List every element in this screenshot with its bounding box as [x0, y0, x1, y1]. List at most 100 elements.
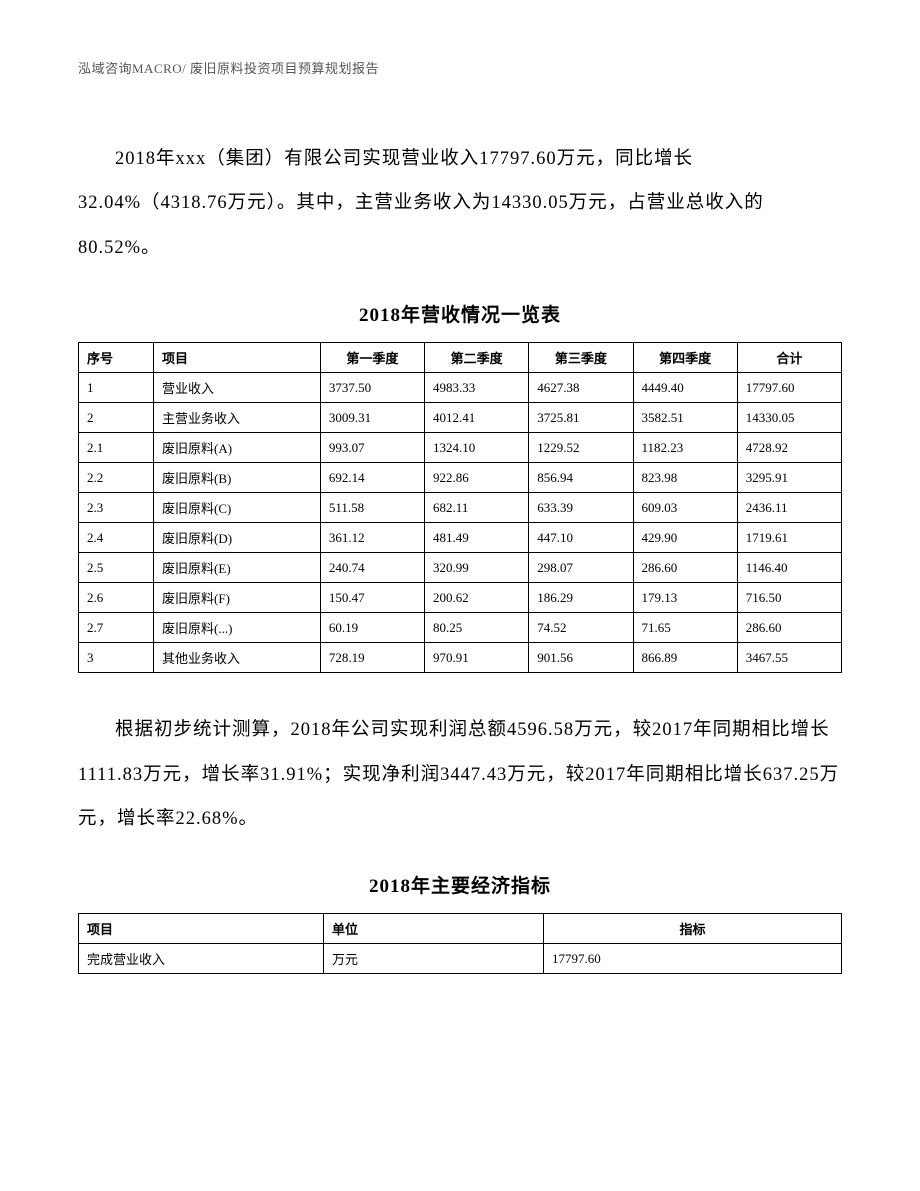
page-header: 泓域咨询MACRO/ 废旧原料投资项目预算规划报告	[78, 58, 842, 77]
table-cell: 150.47	[320, 583, 424, 613]
col-q4: 第四季度	[633, 343, 737, 373]
table-cell: 716.50	[737, 583, 841, 613]
table-cell: 728.19	[320, 643, 424, 673]
table-cell: 3467.55	[737, 643, 841, 673]
table-cell: 970.91	[425, 643, 529, 673]
table-cell: 823.98	[633, 463, 737, 493]
col-item: 项目	[154, 343, 321, 373]
table-cell: 万元	[324, 944, 544, 974]
table-cell: 1182.23	[633, 433, 737, 463]
table-cell: 4627.38	[529, 373, 633, 403]
table-row: 2.2废旧原料(B)692.14922.86856.94823.983295.9…	[79, 463, 842, 493]
table-cell: 废旧原料(C)	[154, 493, 321, 523]
table-cell: 1146.40	[737, 553, 841, 583]
table1-title: 2018年营收情况一览表	[78, 300, 842, 327]
table-cell: 179.13	[633, 583, 737, 613]
table-row: 2.7废旧原料(...)60.1980.2574.5271.65286.60	[79, 613, 842, 643]
table-cell: 废旧原料(...)	[154, 613, 321, 643]
table-cell: 2	[79, 403, 154, 433]
table-cell: 废旧原料(B)	[154, 463, 321, 493]
table-cell: 609.03	[633, 493, 737, 523]
table-cell: 286.60	[633, 553, 737, 583]
table-cell: 2.2	[79, 463, 154, 493]
table2-title: 2018年主要经济指标	[78, 871, 842, 898]
col-indicator: 指标	[544, 914, 842, 944]
table-cell: 633.39	[529, 493, 633, 523]
table-cell: 1	[79, 373, 154, 403]
revenue-table: 序号 项目 第一季度 第二季度 第三季度 第四季度 合计 1营业收入3737.5…	[78, 342, 842, 673]
col-q1: 第一季度	[320, 343, 424, 373]
table-cell: 3	[79, 643, 154, 673]
table-header-row: 项目 单位 指标	[79, 914, 842, 944]
table-cell: 4983.33	[425, 373, 529, 403]
table-cell: 1719.61	[737, 523, 841, 553]
table-cell: 481.49	[425, 523, 529, 553]
table-cell: 320.99	[425, 553, 529, 583]
table-cell: 4449.40	[633, 373, 737, 403]
table-cell: 17797.60	[737, 373, 841, 403]
table-cell: 186.29	[529, 583, 633, 613]
table-cell: 993.07	[320, 433, 424, 463]
table-cell: 完成营业收入	[79, 944, 324, 974]
table-row: 2主营业务收入3009.314012.413725.813582.5114330…	[79, 403, 842, 433]
table-cell: 废旧原料(E)	[154, 553, 321, 583]
table-row: 完成营业收入万元17797.60	[79, 944, 842, 974]
table-cell: 14330.05	[737, 403, 841, 433]
table-cell: 240.74	[320, 553, 424, 583]
col-total: 合计	[737, 343, 841, 373]
table-cell: 866.89	[633, 643, 737, 673]
table-cell: 其他业务收入	[154, 643, 321, 673]
col-item: 项目	[79, 914, 324, 944]
table-cell: 2436.11	[737, 493, 841, 523]
col-q3: 第三季度	[529, 343, 633, 373]
table-header-row: 序号 项目 第一季度 第二季度 第三季度 第四季度 合计	[79, 343, 842, 373]
table-cell: 1229.52	[529, 433, 633, 463]
table-row: 2.3废旧原料(C)511.58682.11633.39609.032436.1…	[79, 493, 842, 523]
table-cell: 3009.31	[320, 403, 424, 433]
table-cell: 2.1	[79, 433, 154, 463]
table-cell: 511.58	[320, 493, 424, 523]
table-cell: 2.6	[79, 583, 154, 613]
table-row: 2.5废旧原料(E)240.74320.99298.07286.601146.4…	[79, 553, 842, 583]
table-cell: 200.62	[425, 583, 529, 613]
table-cell: 3295.91	[737, 463, 841, 493]
col-q2: 第二季度	[425, 343, 529, 373]
paragraph-1: 2018年xxx（集团）有限公司实现营业收入17797.60万元，同比增长32.…	[78, 137, 842, 270]
table-cell: 2.5	[79, 553, 154, 583]
table-cell: 3737.50	[320, 373, 424, 403]
table-row: 2.1废旧原料(A)993.071324.101229.521182.23472…	[79, 433, 842, 463]
table-row: 2.4废旧原料(D)361.12481.49447.10429.901719.6…	[79, 523, 842, 553]
table-row: 1营业收入3737.504983.334627.384449.4017797.6…	[79, 373, 842, 403]
table-cell: 废旧原料(D)	[154, 523, 321, 553]
table-cell: 3725.81	[529, 403, 633, 433]
table-row: 3其他业务收入728.19970.91901.56866.893467.55	[79, 643, 842, 673]
table-cell: 主营业务收入	[154, 403, 321, 433]
table-row: 2.6废旧原料(F)150.47200.62186.29179.13716.50	[79, 583, 842, 613]
table-cell: 4012.41	[425, 403, 529, 433]
table-cell: 71.65	[633, 613, 737, 643]
table-cell: 废旧原料(A)	[154, 433, 321, 463]
table-cell: 74.52	[529, 613, 633, 643]
table-cell: 17797.60	[544, 944, 842, 974]
col-seq: 序号	[79, 343, 154, 373]
table-cell: 447.10	[529, 523, 633, 553]
table-cell: 682.11	[425, 493, 529, 523]
table-cell: 3582.51	[633, 403, 737, 433]
table-cell: 2.3	[79, 493, 154, 523]
table-cell: 361.12	[320, 523, 424, 553]
table-cell: 营业收入	[154, 373, 321, 403]
table-cell: 废旧原料(F)	[154, 583, 321, 613]
table-cell: 2.7	[79, 613, 154, 643]
table-cell: 4728.92	[737, 433, 841, 463]
table-cell: 692.14	[320, 463, 424, 493]
table-cell: 60.19	[320, 613, 424, 643]
table-cell: 922.86	[425, 463, 529, 493]
table-cell: 901.56	[529, 643, 633, 673]
table-cell: 429.90	[633, 523, 737, 553]
col-unit: 单位	[324, 914, 544, 944]
indicator-table: 项目 单位 指标 完成营业收入万元17797.60	[78, 913, 842, 974]
table-cell: 2.4	[79, 523, 154, 553]
table-cell: 1324.10	[425, 433, 529, 463]
table-cell: 286.60	[737, 613, 841, 643]
table-cell: 80.25	[425, 613, 529, 643]
